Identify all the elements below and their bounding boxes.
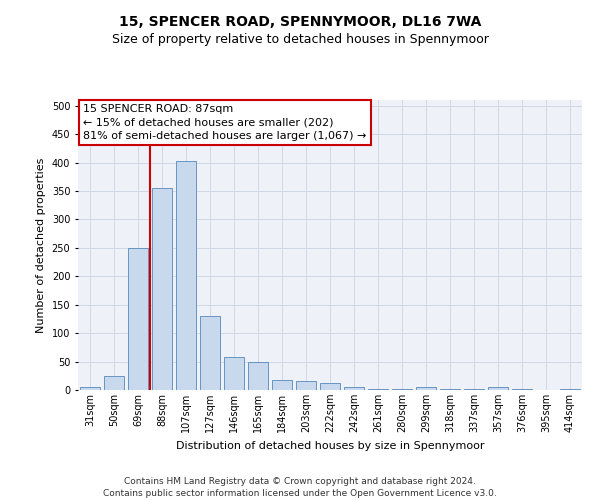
Bar (296, 382, 316, 390)
Text: Size of property relative to detached houses in Spennymoor: Size of property relative to detached ho… (112, 32, 488, 46)
Text: Contains HM Land Registry data © Crown copyright and database right 2024.
Contai: Contains HM Land Registry data © Crown c… (103, 476, 497, 498)
Bar (464, 389, 484, 390)
Bar (224, 357, 244, 390)
Bar (512, 389, 532, 390)
Bar (392, 389, 412, 390)
Bar (368, 389, 388, 390)
Bar (440, 389, 460, 390)
Bar (128, 248, 148, 390)
Bar (80, 387, 100, 390)
Bar (320, 382, 340, 390)
Bar (416, 387, 436, 390)
Bar (152, 188, 172, 390)
Bar (272, 380, 292, 390)
Bar (176, 161, 196, 390)
Bar (104, 376, 124, 390)
Bar (560, 389, 580, 390)
Bar (248, 362, 268, 390)
Bar (488, 387, 508, 390)
Bar (200, 316, 220, 390)
X-axis label: Distribution of detached houses by size in Spennymoor: Distribution of detached houses by size … (176, 440, 484, 450)
Text: 15 SPENCER ROAD: 87sqm
← 15% of detached houses are smaller (202)
81% of semi-de: 15 SPENCER ROAD: 87sqm ← 15% of detached… (83, 104, 367, 141)
Text: 15, SPENCER ROAD, SPENNYMOOR, DL16 7WA: 15, SPENCER ROAD, SPENNYMOOR, DL16 7WA (119, 15, 481, 29)
Y-axis label: Number of detached properties: Number of detached properties (36, 158, 46, 332)
Bar (344, 387, 364, 390)
